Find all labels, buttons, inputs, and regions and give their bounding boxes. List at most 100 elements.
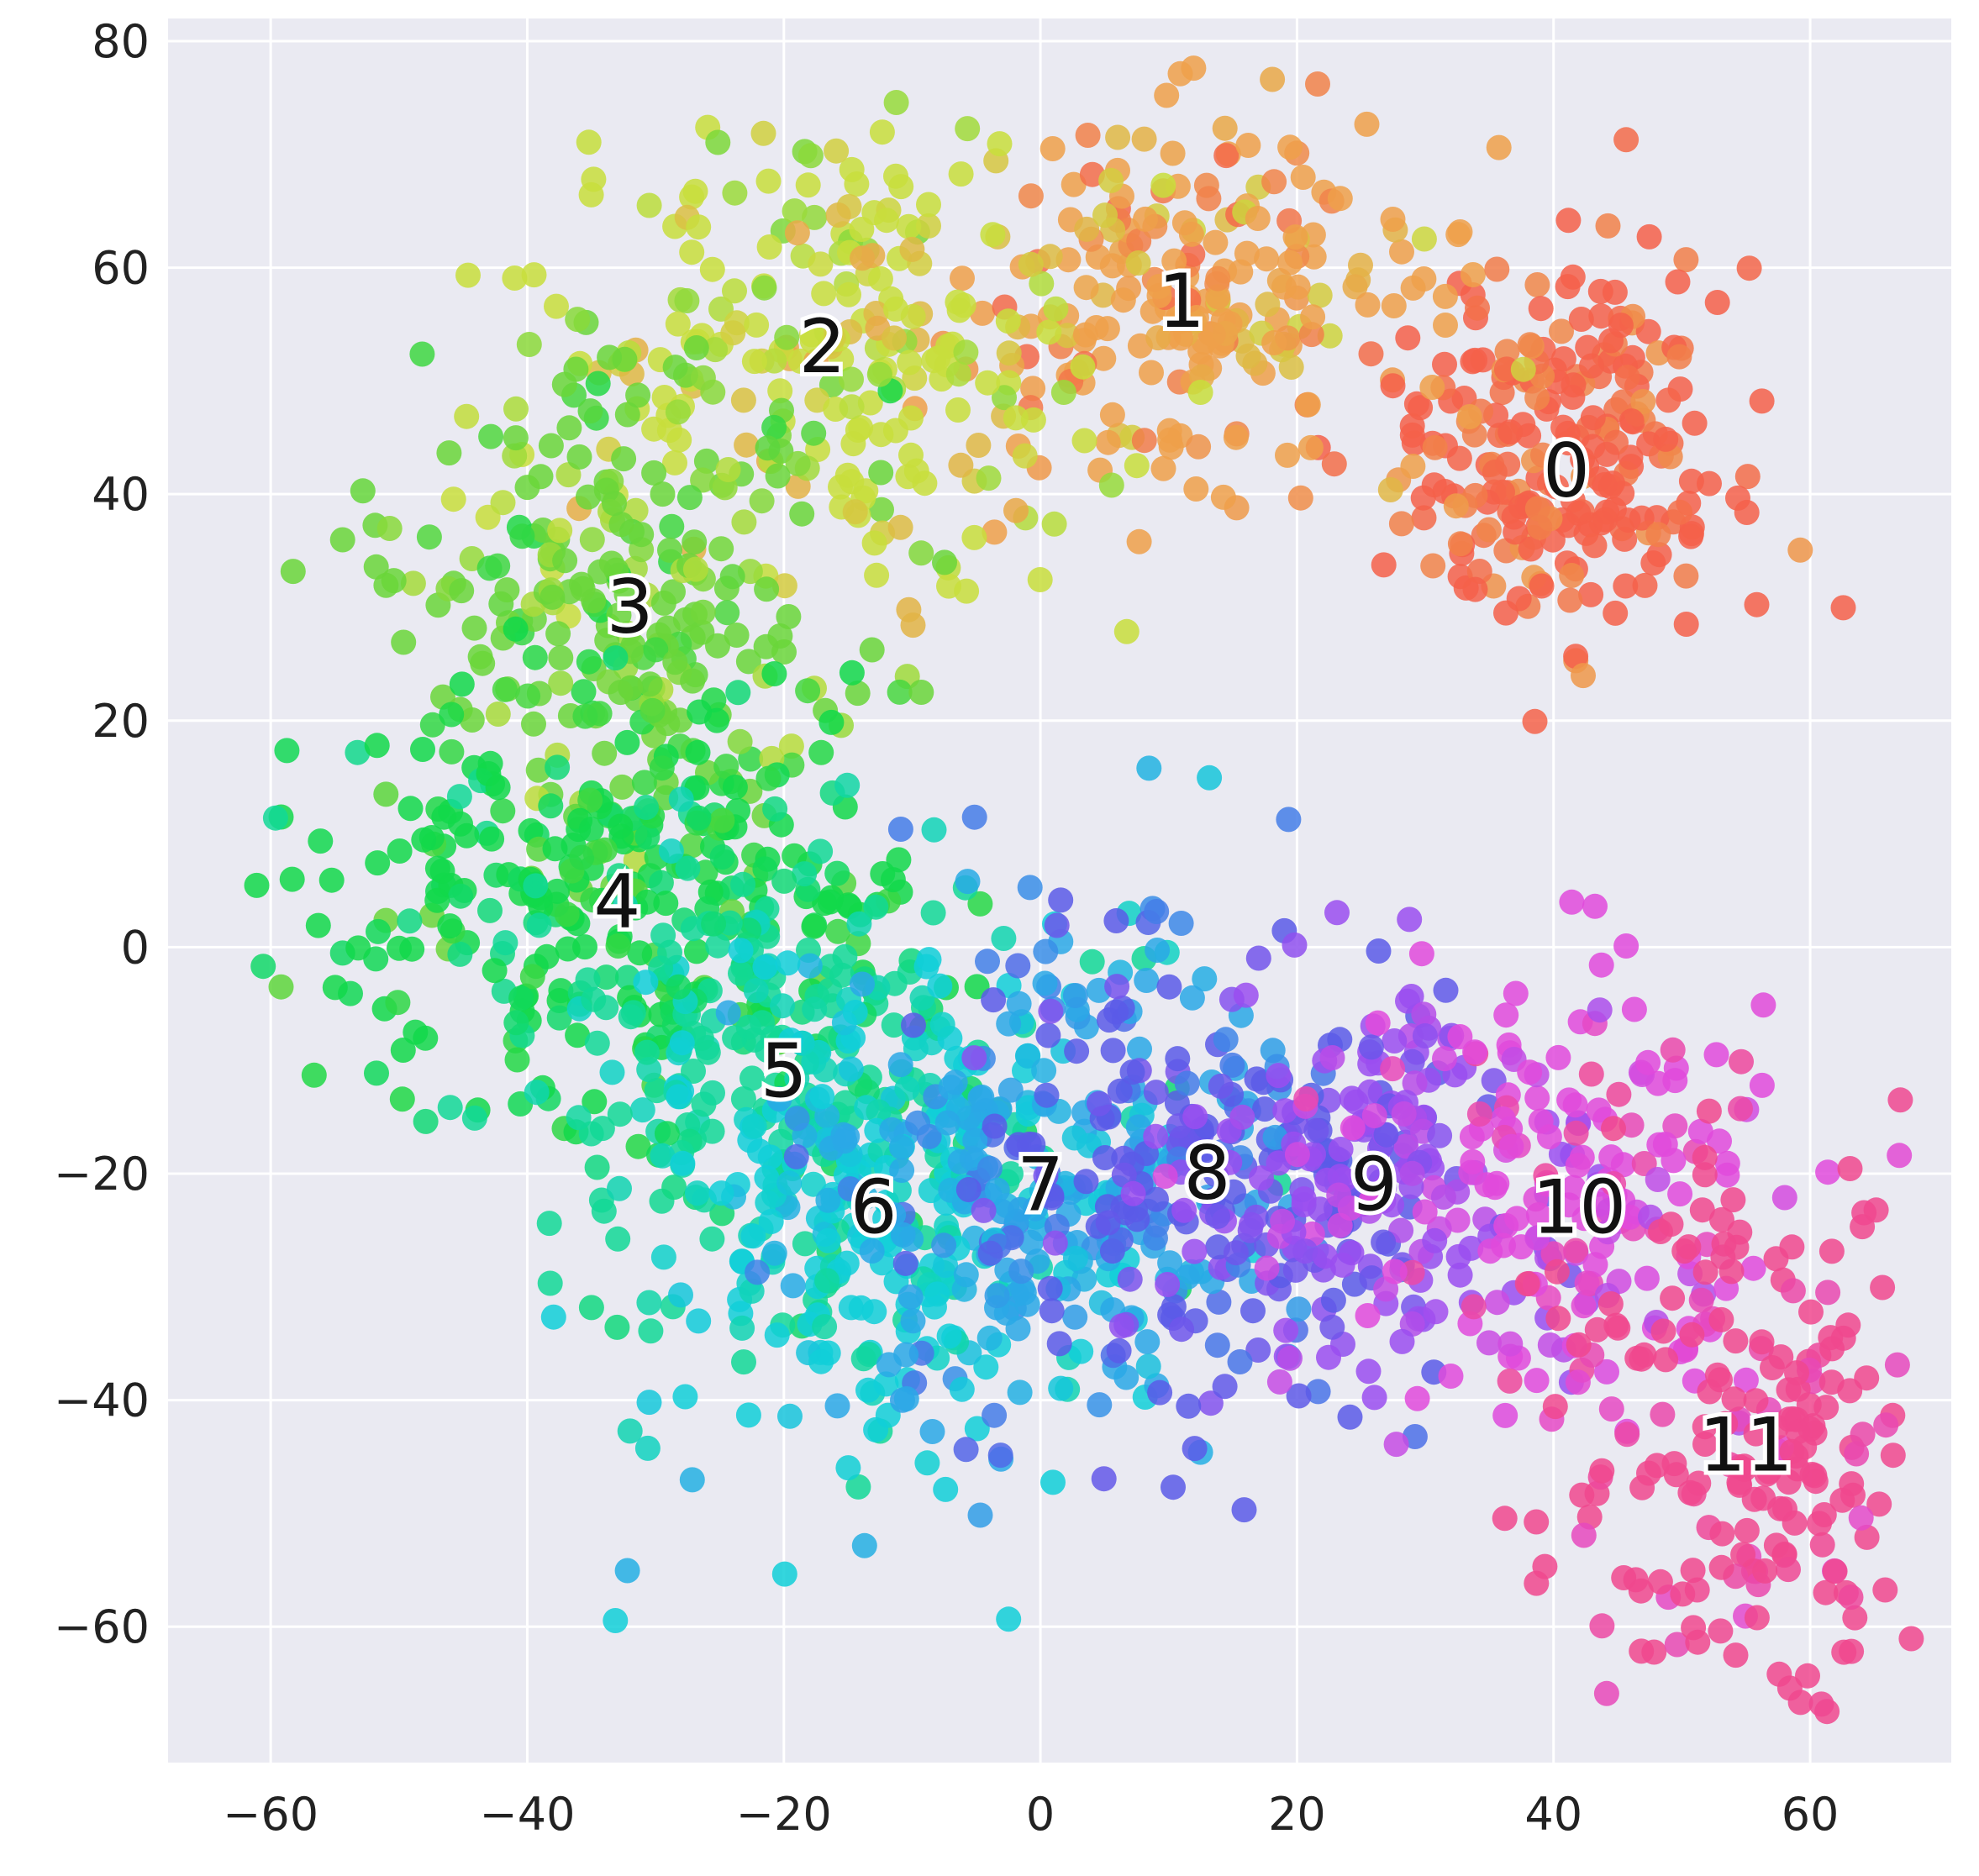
scatter-point	[1606, 1081, 1632, 1107]
scatter-point	[1282, 932, 1308, 958]
scatter-point	[771, 868, 797, 894]
scatter-point	[1784, 1360, 1809, 1386]
scatter-point	[1031, 1058, 1057, 1084]
scatter-point	[1043, 296, 1069, 322]
scatter-point	[1518, 536, 1544, 562]
scatter-point	[1106, 1337, 1132, 1364]
scatter-point	[1037, 244, 1063, 270]
scatter-point	[950, 265, 975, 292]
scatter-point	[1131, 126, 1157, 152]
scatter-point	[1355, 292, 1381, 318]
scatter-point	[1244, 1066, 1270, 1092]
scatter-point	[1282, 1257, 1308, 1283]
scatter-point	[685, 739, 711, 765]
scatter-point	[1670, 1581, 1696, 1607]
scatter-point	[876, 1352, 902, 1378]
scatter-point	[1787, 537, 1813, 563]
scatter-point	[397, 796, 424, 822]
scatter-point	[1029, 271, 1055, 297]
scatter-point	[1157, 1250, 1183, 1276]
scatter-point	[1169, 1316, 1194, 1343]
scatter-point	[1178, 221, 1204, 247]
scatter-point	[1432, 1046, 1457, 1072]
scatter-point	[1682, 410, 1708, 436]
scatter-point	[1696, 1098, 1722, 1124]
scatter-point	[1749, 1329, 1775, 1355]
scatter-point	[1798, 1299, 1824, 1325]
scatter-point	[1673, 612, 1699, 637]
scatter-point	[1133, 206, 1158, 232]
scatter-point	[567, 807, 593, 833]
scatter-point	[890, 1222, 916, 1248]
scatter-point	[545, 878, 571, 904]
scatter-point	[767, 378, 793, 404]
scatter-point	[812, 1314, 838, 1340]
scatter-point	[666, 1084, 692, 1110]
scatter-point	[766, 1086, 792, 1112]
scatter-point	[980, 222, 1006, 248]
scatter-point	[686, 805, 712, 831]
scatter-point	[603, 645, 629, 671]
scatter-point	[740, 1223, 766, 1249]
scatter-point	[1408, 941, 1434, 967]
scatter-point	[1666, 344, 1692, 370]
scatter-point	[1205, 284, 1231, 310]
scatter-point	[1307, 282, 1333, 308]
scatter-point	[1630, 389, 1656, 414]
scatter-point	[1595, 213, 1621, 239]
scatter-point	[503, 1010, 529, 1036]
scatter-point	[964, 1416, 990, 1442]
scatter-point	[1568, 307, 1594, 332]
scatter-point	[1887, 1087, 1913, 1113]
scatter-point	[1529, 573, 1555, 599]
scatter-point	[1411, 226, 1437, 252]
scatter-point	[758, 1209, 784, 1234]
scatter-point	[1743, 1421, 1769, 1447]
scatter-point	[1186, 434, 1212, 460]
scatter-point	[1316, 1344, 1341, 1370]
scatter-point	[625, 382, 651, 408]
scatter-point	[556, 415, 582, 441]
scatter-point	[1205, 265, 1231, 292]
scatter-point	[1692, 1432, 1718, 1457]
scatter-point	[1678, 523, 1704, 549]
scatter-point	[1598, 1396, 1624, 1422]
scatter-point	[611, 446, 637, 472]
y-tick-label: 40	[92, 468, 150, 521]
scatter-point	[1815, 1280, 1841, 1306]
scatter-point	[1261, 169, 1287, 195]
scatter-point	[850, 971, 875, 997]
scatter-point	[1103, 908, 1129, 933]
scatter-point	[575, 967, 601, 993]
scatter-point	[919, 1419, 945, 1444]
scatter-point	[387, 935, 412, 961]
scatter-point	[869, 497, 894, 523]
scatter-point	[814, 1268, 840, 1294]
scatter-point	[916, 192, 941, 218]
scatter-point	[1419, 375, 1445, 400]
scatter-point	[625, 1133, 651, 1159]
scatter-point	[629, 1097, 655, 1123]
scatter-point	[1420, 553, 1446, 579]
scatter-point	[1099, 402, 1125, 428]
scatter-point	[1493, 1212, 1519, 1238]
scatter-point	[1003, 405, 1029, 431]
scatter-point	[984, 1177, 1010, 1203]
scatter-point	[1854, 1365, 1880, 1391]
scatter-point	[815, 1187, 841, 1213]
scatter-point	[613, 892, 638, 918]
scatter-point	[809, 1084, 835, 1110]
scatter-point	[1182, 1238, 1208, 1264]
scatter-point	[864, 562, 890, 588]
scatter-point	[523, 873, 549, 899]
scatter-point	[1399, 1048, 1425, 1075]
scatter-point	[1286, 1296, 1312, 1322]
scatter-point	[892, 1250, 918, 1276]
scatter-point	[808, 838, 834, 864]
scatter-point	[385, 990, 411, 1016]
scatter-point	[900, 1308, 926, 1334]
scatter-point	[1688, 1287, 1714, 1313]
scatter-point	[1012, 443, 1038, 469]
scatter-point	[592, 740, 618, 766]
scatter-point	[1380, 373, 1406, 399]
